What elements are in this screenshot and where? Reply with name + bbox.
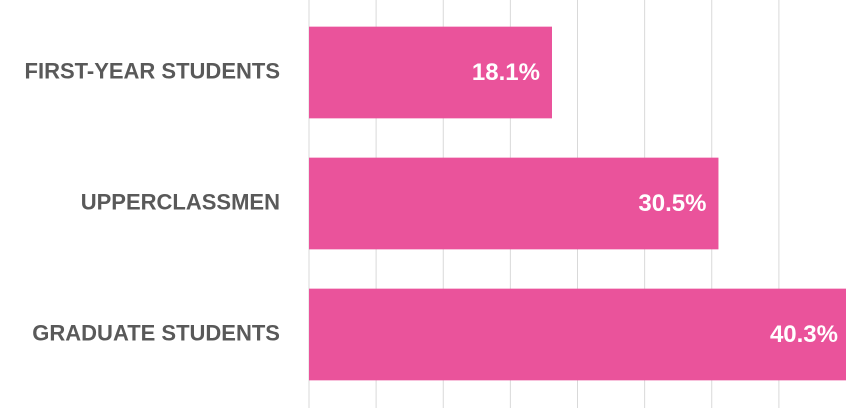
category-label: UPPERCLASSMEN (81, 189, 280, 214)
category-label: FIRST-YEAR STUDENTS (25, 58, 280, 83)
value-label: 18.1% (472, 59, 540, 86)
value-label: 30.5% (638, 190, 706, 217)
category-label: GRADUATE STUDENTS (32, 320, 280, 345)
bar (309, 26, 552, 119)
value-label: 40.3% (770, 321, 838, 348)
bar (309, 288, 846, 381)
bar (309, 157, 719, 250)
